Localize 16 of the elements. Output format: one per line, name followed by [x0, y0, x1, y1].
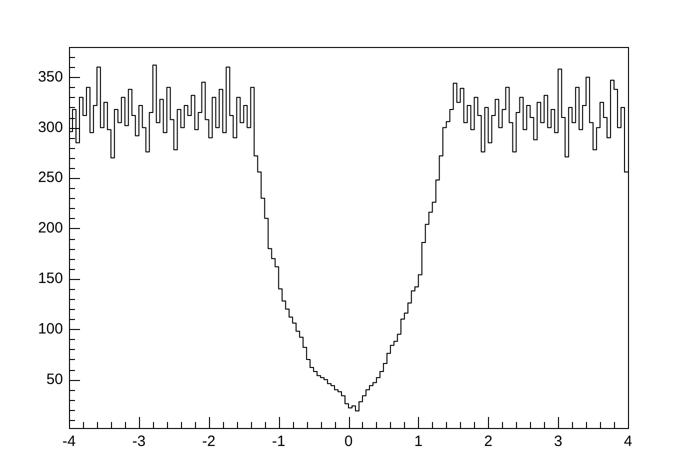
x-tick-label: 3: [554, 433, 562, 450]
x-tick-label: -1: [272, 433, 286, 450]
x-tick-label: 1: [414, 433, 423, 450]
y-tick-label: 100: [38, 320, 63, 338]
x-tick-label: -3: [132, 433, 146, 450]
y-tick-label: 200: [38, 220, 63, 237]
y-tick-label: 350: [38, 68, 63, 86]
x-tick-label: 4: [624, 433, 632, 450]
y-tick-label: 150: [38, 270, 63, 287]
y-tick-label: 300: [38, 118, 63, 136]
y-tick-label: 50: [46, 370, 63, 388]
y-tick-label: 250: [38, 169, 63, 186]
x-tick-label: 0: [344, 433, 353, 450]
x-tick-label: 2: [484, 433, 492, 450]
x-tick-label: -2: [202, 433, 216, 450]
x-tick-label: -4: [62, 433, 76, 450]
